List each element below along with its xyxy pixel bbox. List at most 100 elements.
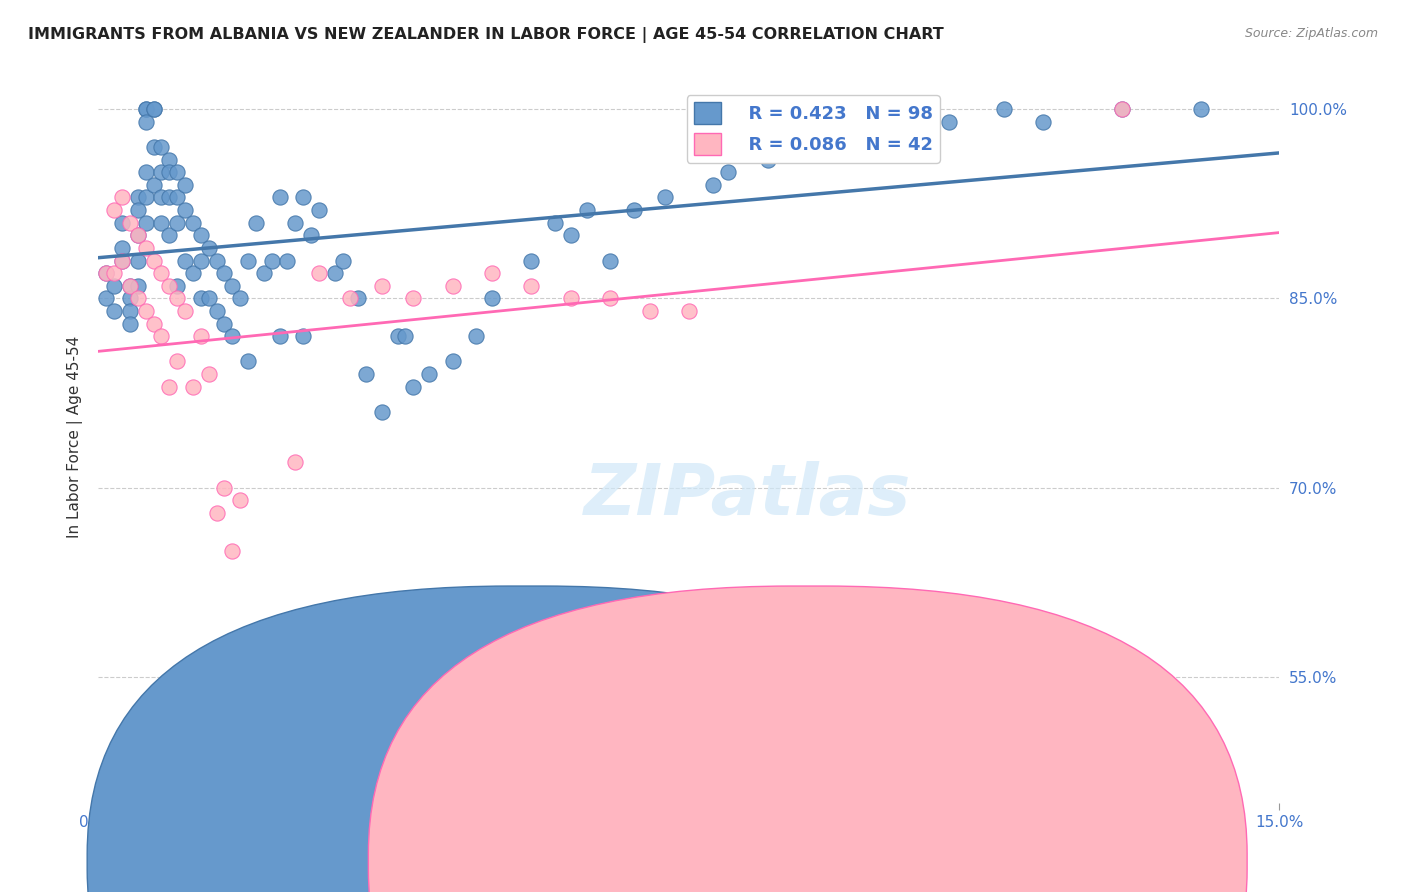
Point bbox=[308, 203, 330, 218]
Text: New Zealanders: New Zealanders bbox=[815, 851, 928, 865]
Point bbox=[236, 253, 259, 268]
Point bbox=[394, 329, 416, 343]
Point bbox=[166, 354, 188, 368]
Point bbox=[245, 682, 267, 697]
Point bbox=[245, 216, 267, 230]
Point bbox=[118, 216, 141, 230]
Y-axis label: In Labor Force | Age 45-54: In Labor Force | Age 45-54 bbox=[67, 336, 83, 538]
Point bbox=[260, 253, 283, 268]
Point bbox=[221, 543, 243, 558]
Point bbox=[269, 190, 291, 204]
Text: Source: ZipAtlas.com: Source: ZipAtlas.com bbox=[1244, 27, 1378, 40]
Point bbox=[796, 140, 818, 154]
Point bbox=[520, 278, 543, 293]
Text: Immigrants from Albania: Immigrants from Albania bbox=[562, 851, 735, 865]
Point bbox=[103, 304, 125, 318]
Point bbox=[174, 178, 197, 192]
Point bbox=[150, 140, 173, 154]
Point bbox=[166, 291, 188, 305]
Point bbox=[190, 291, 212, 305]
Point bbox=[993, 102, 1015, 116]
Point bbox=[229, 493, 252, 508]
Point bbox=[103, 278, 125, 293]
Point bbox=[181, 266, 204, 280]
Point bbox=[190, 253, 212, 268]
Point bbox=[299, 228, 322, 243]
Point bbox=[560, 228, 582, 243]
Point bbox=[96, 266, 118, 280]
Point bbox=[371, 405, 394, 419]
Point bbox=[214, 317, 236, 331]
Point bbox=[142, 317, 165, 331]
Point bbox=[135, 115, 157, 129]
Point bbox=[157, 379, 180, 393]
Point bbox=[111, 253, 134, 268]
Point bbox=[214, 266, 236, 280]
Point bbox=[1032, 115, 1054, 129]
Point bbox=[166, 278, 188, 293]
Point bbox=[371, 278, 394, 293]
Point bbox=[166, 190, 188, 204]
Point bbox=[441, 278, 464, 293]
Point bbox=[127, 203, 149, 218]
Point bbox=[150, 266, 173, 280]
Point bbox=[135, 102, 157, 116]
Point bbox=[127, 228, 149, 243]
Point bbox=[599, 291, 621, 305]
Point bbox=[181, 216, 204, 230]
Point bbox=[157, 228, 180, 243]
Point bbox=[174, 203, 197, 218]
Point bbox=[308, 266, 330, 280]
Point bbox=[190, 329, 212, 343]
Point bbox=[418, 367, 440, 381]
Point bbox=[103, 266, 125, 280]
Point bbox=[150, 216, 173, 230]
Point bbox=[150, 190, 173, 204]
Point bbox=[678, 304, 700, 318]
Point bbox=[402, 379, 425, 393]
Point bbox=[229, 291, 252, 305]
Point bbox=[157, 278, 180, 293]
Point bbox=[835, 140, 858, 154]
Text: ZIPatlas: ZIPatlas bbox=[585, 461, 911, 530]
Point bbox=[174, 253, 197, 268]
Point bbox=[1111, 102, 1133, 116]
Point bbox=[402, 291, 425, 305]
Point bbox=[157, 165, 180, 179]
Point bbox=[205, 304, 228, 318]
Point bbox=[96, 291, 118, 305]
Point bbox=[135, 304, 157, 318]
Point bbox=[111, 253, 134, 268]
Point bbox=[260, 695, 283, 709]
Point bbox=[253, 266, 276, 280]
Point bbox=[111, 190, 134, 204]
Point bbox=[520, 253, 543, 268]
Point bbox=[197, 291, 219, 305]
Point bbox=[103, 203, 125, 218]
Point bbox=[269, 329, 291, 343]
Point bbox=[347, 291, 370, 305]
Text: IMMIGRANTS FROM ALBANIA VS NEW ZEALANDER IN LABOR FORCE | AGE 45-54 CORRELATION : IMMIGRANTS FROM ALBANIA VS NEW ZEALANDER… bbox=[28, 27, 943, 43]
Legend:   R = 0.423   N = 98,   R = 0.086   N = 42: R = 0.423 N = 98, R = 0.086 N = 42 bbox=[686, 95, 939, 162]
Point bbox=[292, 190, 315, 204]
Point bbox=[717, 165, 740, 179]
Point bbox=[118, 317, 141, 331]
Point bbox=[441, 354, 464, 368]
Point bbox=[150, 165, 173, 179]
Point bbox=[166, 165, 188, 179]
Point bbox=[127, 253, 149, 268]
Point bbox=[135, 165, 157, 179]
Point bbox=[127, 228, 149, 243]
Point bbox=[756, 153, 779, 167]
Point bbox=[276, 253, 298, 268]
Point bbox=[205, 506, 228, 520]
Point bbox=[481, 291, 503, 305]
Point bbox=[575, 203, 598, 218]
Point bbox=[560, 291, 582, 305]
Point bbox=[292, 329, 315, 343]
Point bbox=[654, 190, 676, 204]
Point bbox=[96, 266, 118, 280]
Point bbox=[127, 190, 149, 204]
Point bbox=[332, 253, 354, 268]
Point bbox=[221, 329, 243, 343]
